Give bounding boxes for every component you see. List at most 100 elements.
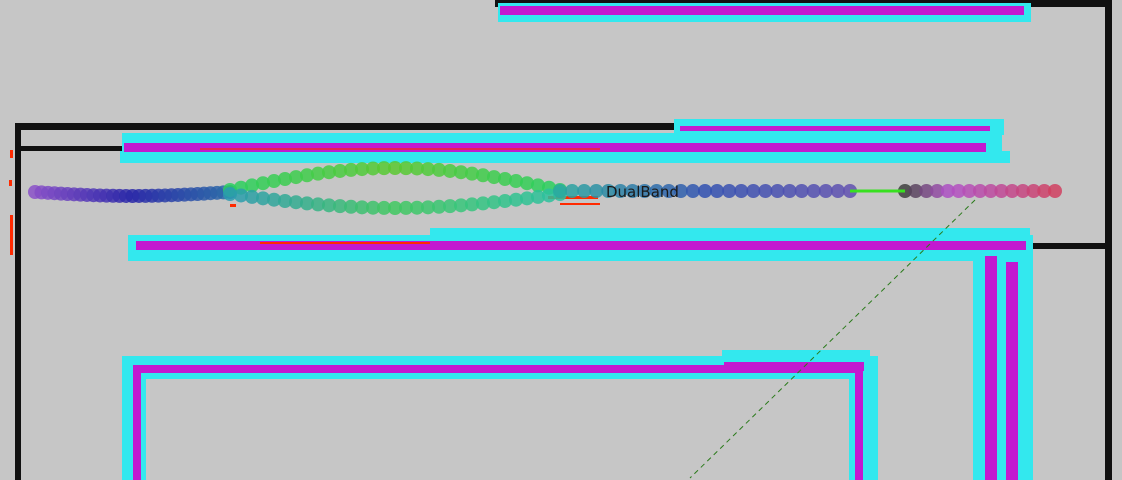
pose-marker xyxy=(465,197,479,212)
pose-marker xyxy=(454,198,468,213)
pose-marker xyxy=(344,199,358,214)
pose-marker xyxy=(1015,184,1030,198)
pose-marker xyxy=(919,184,934,198)
pose-marker xyxy=(388,161,402,175)
pose-marker xyxy=(613,184,628,198)
wall-corridor-top-b xyxy=(15,146,127,151)
pose-marker xyxy=(487,170,501,185)
pose-marker xyxy=(377,200,391,215)
pose-marker xyxy=(758,184,773,198)
pose-marker xyxy=(267,192,281,207)
wall-corridor-top-a xyxy=(15,123,995,130)
pose-marker xyxy=(399,200,413,215)
pose-marker xyxy=(410,200,424,215)
pose-marker xyxy=(542,188,556,203)
pose-marker xyxy=(421,200,435,215)
pose-marker xyxy=(410,161,424,176)
pose-marker xyxy=(930,184,945,198)
pose-marker xyxy=(289,195,303,210)
pose-marker xyxy=(1048,184,1062,198)
pose-marker xyxy=(962,184,977,198)
pose-marker xyxy=(487,195,501,210)
pose-marker xyxy=(673,184,688,198)
pose-marker xyxy=(388,201,402,215)
pose-marker xyxy=(245,178,259,193)
pose-marker xyxy=(625,184,640,198)
pose-marker xyxy=(355,200,369,215)
pose-marker xyxy=(531,189,545,204)
pose-marker xyxy=(520,191,534,206)
pose-marker xyxy=(355,162,369,177)
pose-marker xyxy=(311,197,325,212)
pose-marker xyxy=(322,165,336,180)
pose-marker xyxy=(565,184,580,198)
pose-marker xyxy=(322,198,336,213)
pose-marker xyxy=(443,199,457,214)
pose-marker xyxy=(421,162,435,177)
inflation-inner xyxy=(124,6,1026,480)
pose-marker xyxy=(289,170,303,185)
pose-marker xyxy=(498,172,512,186)
pose-marker xyxy=(344,162,358,177)
pose-marker xyxy=(1005,184,1020,198)
pose-marker xyxy=(300,196,314,211)
pose-marker xyxy=(333,199,347,214)
pose-marker xyxy=(432,162,446,177)
global-plan-line xyxy=(689,199,976,479)
pose-marker xyxy=(782,184,797,198)
pose-marker xyxy=(333,163,347,178)
inflation-gaps xyxy=(124,15,1026,480)
pose-marker xyxy=(908,184,923,198)
pose-marker xyxy=(520,176,534,191)
pose-marker xyxy=(818,184,833,198)
pose-marker xyxy=(710,184,725,198)
pose-marker xyxy=(311,166,325,181)
pose-marker xyxy=(366,200,380,215)
pose-marker xyxy=(685,184,700,198)
pose-marker xyxy=(698,184,712,198)
pose-marker xyxy=(1026,184,1041,198)
pose-marker xyxy=(432,199,446,214)
wall-corridor-bottom-right xyxy=(1030,243,1110,249)
pose-marker xyxy=(794,184,809,198)
robot-name-label: DualBand xyxy=(606,183,679,201)
pose-marker xyxy=(830,184,845,198)
pose-marker xyxy=(509,174,523,189)
pose-marker xyxy=(366,161,380,176)
pose-marker xyxy=(553,184,567,198)
pose-marker xyxy=(577,184,592,198)
pose-marker xyxy=(300,168,314,183)
pose-marker xyxy=(1037,184,1052,198)
pose-marker xyxy=(465,166,479,181)
pose-marker xyxy=(637,184,652,198)
pose-marker xyxy=(734,184,749,198)
pose-marker xyxy=(377,161,391,176)
pose-marker xyxy=(951,184,966,198)
pose-marker xyxy=(973,184,987,198)
wall-left xyxy=(15,123,21,480)
pose-marker xyxy=(278,172,292,186)
room-free-space xyxy=(146,379,849,480)
pose-marker xyxy=(509,192,523,207)
pose-marker xyxy=(601,184,616,198)
pose-marker xyxy=(443,163,457,178)
pose-marker xyxy=(589,184,604,198)
pose-marker xyxy=(245,189,259,204)
pose-marker xyxy=(267,174,281,189)
pose-marker xyxy=(994,184,1009,198)
pose-marker xyxy=(746,184,761,198)
pose-marker xyxy=(454,165,468,180)
pose-marker xyxy=(770,184,785,198)
pose-marker xyxy=(256,191,270,206)
pose-marker xyxy=(476,168,490,183)
pose-marker xyxy=(531,178,545,193)
pose-marker xyxy=(649,184,664,198)
pose-marker xyxy=(498,194,512,208)
pose-marker xyxy=(661,184,676,198)
path-poses xyxy=(28,161,1062,215)
wall-right xyxy=(1105,0,1112,480)
pose-marker xyxy=(983,184,998,198)
pose-marker xyxy=(806,184,821,198)
pose-marker xyxy=(722,184,737,198)
